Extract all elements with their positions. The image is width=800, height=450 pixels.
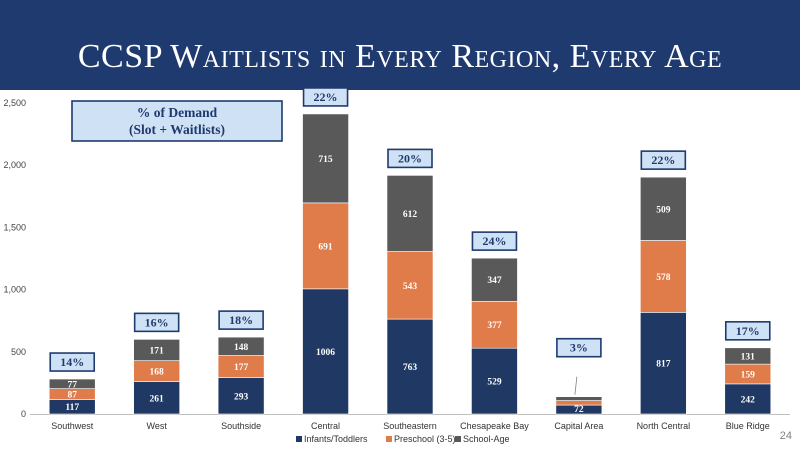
percent-demand-box <box>471 231 518 251</box>
bar-value-label: 377 <box>487 321 502 331</box>
bar-segment <box>302 113 349 204</box>
percent-demand-label: 24% <box>482 234 506 248</box>
slide-title: CCSP Waitlists in Every Region, Every Ag… <box>77 38 723 75</box>
bar-segment <box>302 202 349 290</box>
percent-demand-box <box>640 150 687 170</box>
legend-swatch <box>386 436 392 442</box>
percent-demand-label: 22% <box>314 90 338 104</box>
category-label: Blue Ridge <box>726 421 770 431</box>
category-label: West <box>146 421 167 431</box>
bar-segment <box>724 383 772 415</box>
category-label: Central <box>311 421 340 431</box>
category-label: North Central <box>637 421 691 431</box>
y-tick-label: 0 <box>21 409 26 419</box>
bar-value-label: 177 <box>234 363 249 373</box>
bar-segment <box>217 336 265 356</box>
percent-demand-label: 16% <box>145 315 169 329</box>
bar-segment <box>555 396 603 401</box>
bar-value-label: 131 <box>741 352 756 362</box>
legend-label: Preschool (3-5) <box>394 434 456 444</box>
percent-demand-box <box>302 87 349 107</box>
title-banner <box>0 0 800 90</box>
bar-value-label: 509 <box>656 205 671 215</box>
bar-value-label: 293 <box>234 392 249 402</box>
bar-value-label: 87 <box>67 391 77 401</box>
bar-value-label: 168 <box>150 368 165 378</box>
bar-value-label: 763 <box>403 363 418 373</box>
label-leader-line <box>574 376 578 395</box>
legend-label: Infants/Toddlers <box>304 434 368 444</box>
legend-swatch <box>296 436 302 442</box>
bar-segment <box>386 318 434 415</box>
bar-value-label: 117 <box>65 403 79 413</box>
percent-demand-label: 14% <box>60 355 84 369</box>
percent-demand-box <box>218 310 264 330</box>
percent-demand-box <box>133 312 180 333</box>
page-number: 24 <box>779 430 792 442</box>
percent-demand-label: 3% <box>570 341 588 355</box>
category-label: Chesapeake Bay <box>460 421 529 431</box>
category-label: Southside <box>221 421 261 431</box>
percent-demand-label: 17% <box>736 324 760 338</box>
bar-value-label: 578 <box>656 273 671 283</box>
bar-value-label: 261 <box>150 394 165 404</box>
bar-value-label: 347 <box>487 276 502 286</box>
category-label: Southeastern <box>383 421 437 431</box>
bar-value-label: 171 <box>150 346 165 356</box>
bar-value-label: 1006 <box>316 348 335 358</box>
bar-value-label: 543 <box>403 282 418 292</box>
bar-segment <box>133 339 180 361</box>
bar-segment <box>640 312 687 415</box>
percent-demand-label: 18% <box>229 313 253 327</box>
bar-segment <box>471 257 518 302</box>
category-label: Southwest <box>51 421 94 431</box>
bar-segment <box>386 251 434 320</box>
percent-demand-box <box>556 337 602 358</box>
bar-value-label: 159 <box>741 371 756 381</box>
bar-segment <box>724 347 772 365</box>
y-tick-label: 1,500 <box>3 222 26 232</box>
bar-value-label: 817 <box>656 360 671 370</box>
bar-value-label: 72 <box>574 405 584 415</box>
bar-segment <box>640 240 687 313</box>
bar-value-label: 691 <box>318 242 333 252</box>
percent-demand-box <box>724 321 771 341</box>
annotation-box <box>71 100 283 142</box>
annotation-line-2: (Slot + Waitlists) <box>129 122 225 137</box>
legend-label: School-Age <box>463 434 510 444</box>
y-tick-label: 500 <box>11 347 26 357</box>
percent-demand-box <box>387 148 433 169</box>
bar-segment <box>386 175 434 252</box>
bar-segment <box>48 378 96 389</box>
bar-value-label: 242 <box>741 395 756 405</box>
percent-demand-label: 22% <box>651 153 675 167</box>
bar-segment <box>471 300 518 349</box>
y-tick-label: 2,000 <box>3 160 26 170</box>
annotation-line-1: % of Demand <box>137 105 218 120</box>
bar-segment <box>640 176 687 241</box>
category-label: Capital Area <box>554 421 603 431</box>
y-tick-label: 1,000 <box>3 285 26 295</box>
y-tick-label: 2,500 <box>3 98 26 108</box>
bar-value-label: 612 <box>403 210 418 220</box>
bar-value-label: 529 <box>487 378 502 388</box>
percent-demand-label: 20% <box>398 151 422 165</box>
legend-swatch <box>455 436 461 442</box>
bar-value-label: 148 <box>234 343 249 353</box>
bar-value-label: 715 <box>318 155 333 165</box>
bar-value-label: 31 <box>571 368 581 378</box>
bar-segment <box>471 347 518 415</box>
percent-demand-box <box>49 352 96 372</box>
bar-value-label: 77 <box>67 380 77 390</box>
